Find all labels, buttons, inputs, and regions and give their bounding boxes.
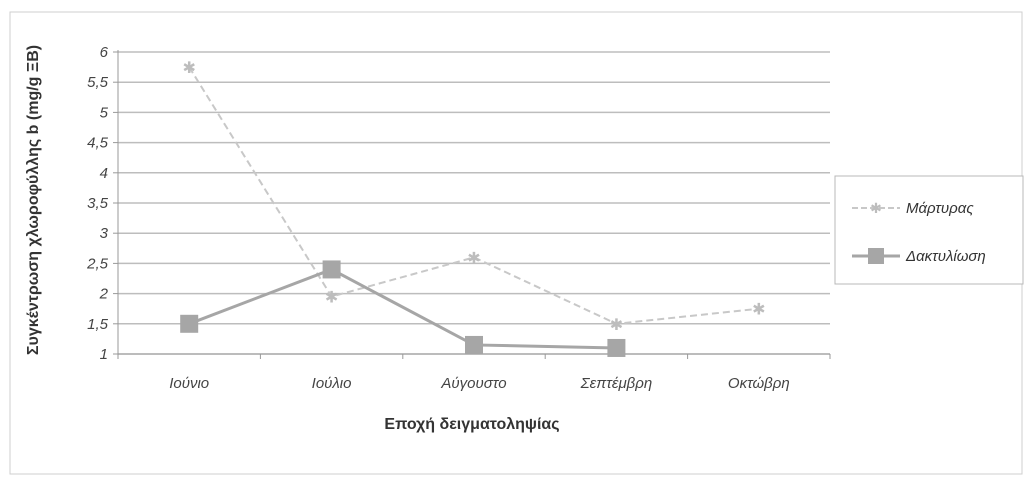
x-tick-label: Σεπτέμβρη <box>580 375 653 392</box>
x-tick-label: Οκτώβρη <box>728 375 790 392</box>
series-line-daktyliosi <box>188 267 617 350</box>
data-point-daktyliosi <box>322 260 341 279</box>
data-point-martyras: ✱ <box>182 60 195 77</box>
y-tick-label: 6 <box>100 44 109 61</box>
axes: 1 1,5 2 2,5 3 3,5 4 4,5 5 5,5 6 Ιούνιο Ιούλιο Αύγουστ… <box>86 44 831 392</box>
y-tick-label: 1 <box>100 346 108 363</box>
data-point-daktyliosi <box>607 338 626 357</box>
legend: ✱ Μάρτυρας Δακτυλίωση <box>834 175 1024 285</box>
legend-marker-martyras: ✱ <box>870 200 882 216</box>
y-tick-label: 5,5 <box>87 74 109 91</box>
x-axis-title: Εποχή δειγματοληψίας <box>384 416 559 433</box>
y-tick-label: 2 <box>99 286 109 303</box>
legend-label-daktyliosi: Δακτυλίωση <box>905 248 986 265</box>
legend-box <box>834 175 1024 285</box>
data-point-martyras: ✱ <box>752 302 765 319</box>
data-point-martyras: ✱ <box>467 250 480 267</box>
data-point-daktyliosi <box>465 335 483 354</box>
data-point-daktyliosi <box>180 314 199 333</box>
series-layer: ✱ ✱ ✱ ✱ ✱ <box>180 60 766 357</box>
y-tick-label: 1,5 <box>87 316 109 333</box>
y-tick-label: 3,5 <box>87 195 109 212</box>
x-tick-label: Ιούνιο <box>169 375 209 392</box>
y-tick-label: 5 <box>100 104 109 121</box>
x-tick-label: Ιούλιο <box>312 375 352 392</box>
data-point-martyras: ✱ <box>610 317 623 334</box>
y-tick-label: 4 <box>100 165 108 182</box>
x-tick-label: Αύγουστο <box>440 375 506 392</box>
y-tick-label: 2,5 <box>86 255 109 272</box>
series-line-martyras <box>188 66 759 325</box>
legend-label-martyras: Μάρτυρας <box>906 200 974 217</box>
legend-marker-daktyliosi <box>868 248 884 264</box>
y-tick-label: 4,5 <box>87 135 109 152</box>
data-point-martyras: ✱ <box>325 290 338 307</box>
y-axis-title: Συγκέντρωση χλωροφύλλης b (mg/g ΞΒ) <box>25 45 42 355</box>
y-tick-label: 3 <box>100 225 109 242</box>
